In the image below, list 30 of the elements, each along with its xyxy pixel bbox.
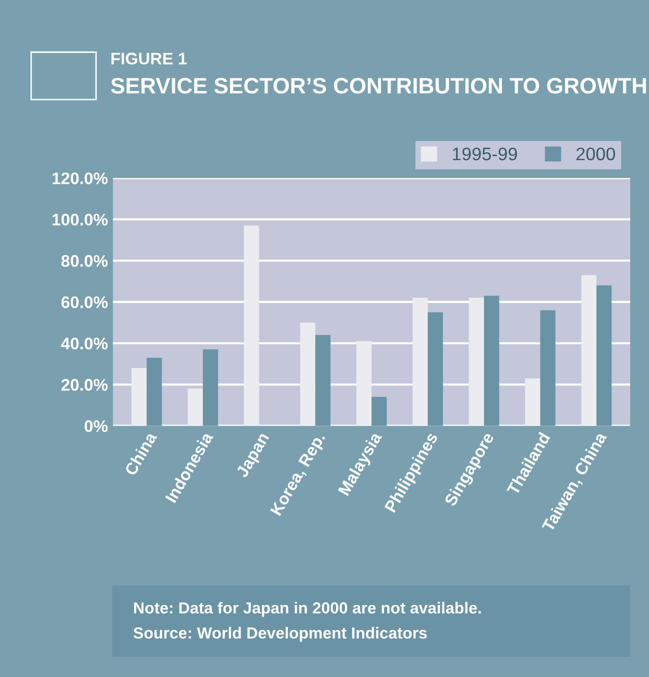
bar xyxy=(581,275,596,426)
bar xyxy=(202,349,218,426)
bar xyxy=(131,368,147,426)
y-tick-label: 120.0% xyxy=(52,172,108,184)
bar xyxy=(315,334,331,426)
y-tick-label: 100.0% xyxy=(52,214,108,226)
bar xyxy=(188,388,203,426)
bar xyxy=(525,378,540,426)
y-tick-label: 80.0% xyxy=(61,255,108,267)
source-note: Source: World Development Indicators xyxy=(134,626,427,642)
legend-label: 2000 xyxy=(576,148,616,160)
bar xyxy=(412,298,428,426)
bar xyxy=(484,296,500,426)
legend-label: 1995-99 xyxy=(452,148,517,160)
bar xyxy=(146,358,162,426)
chart-title: SERVICE SECTOR’S CONTRIBUTION TO GROWTH xyxy=(110,78,646,94)
bar xyxy=(244,226,260,426)
bar xyxy=(540,310,556,426)
y-tick-label: 20.0% xyxy=(61,378,108,391)
bar xyxy=(300,322,316,426)
bar xyxy=(372,396,387,426)
chart-subtitle: FIGURE 1 xyxy=(111,52,187,64)
bar xyxy=(428,312,443,426)
y-tick-label: 0% xyxy=(84,420,108,432)
bar xyxy=(356,341,372,426)
bar xyxy=(468,298,484,426)
bar xyxy=(596,285,612,426)
y-tick-label: 40.0% xyxy=(61,338,108,350)
text: Note: Data for Japan in 2000 are not available. xyxy=(134,602,481,617)
y-tick-label: 60.0% xyxy=(61,296,108,308)
